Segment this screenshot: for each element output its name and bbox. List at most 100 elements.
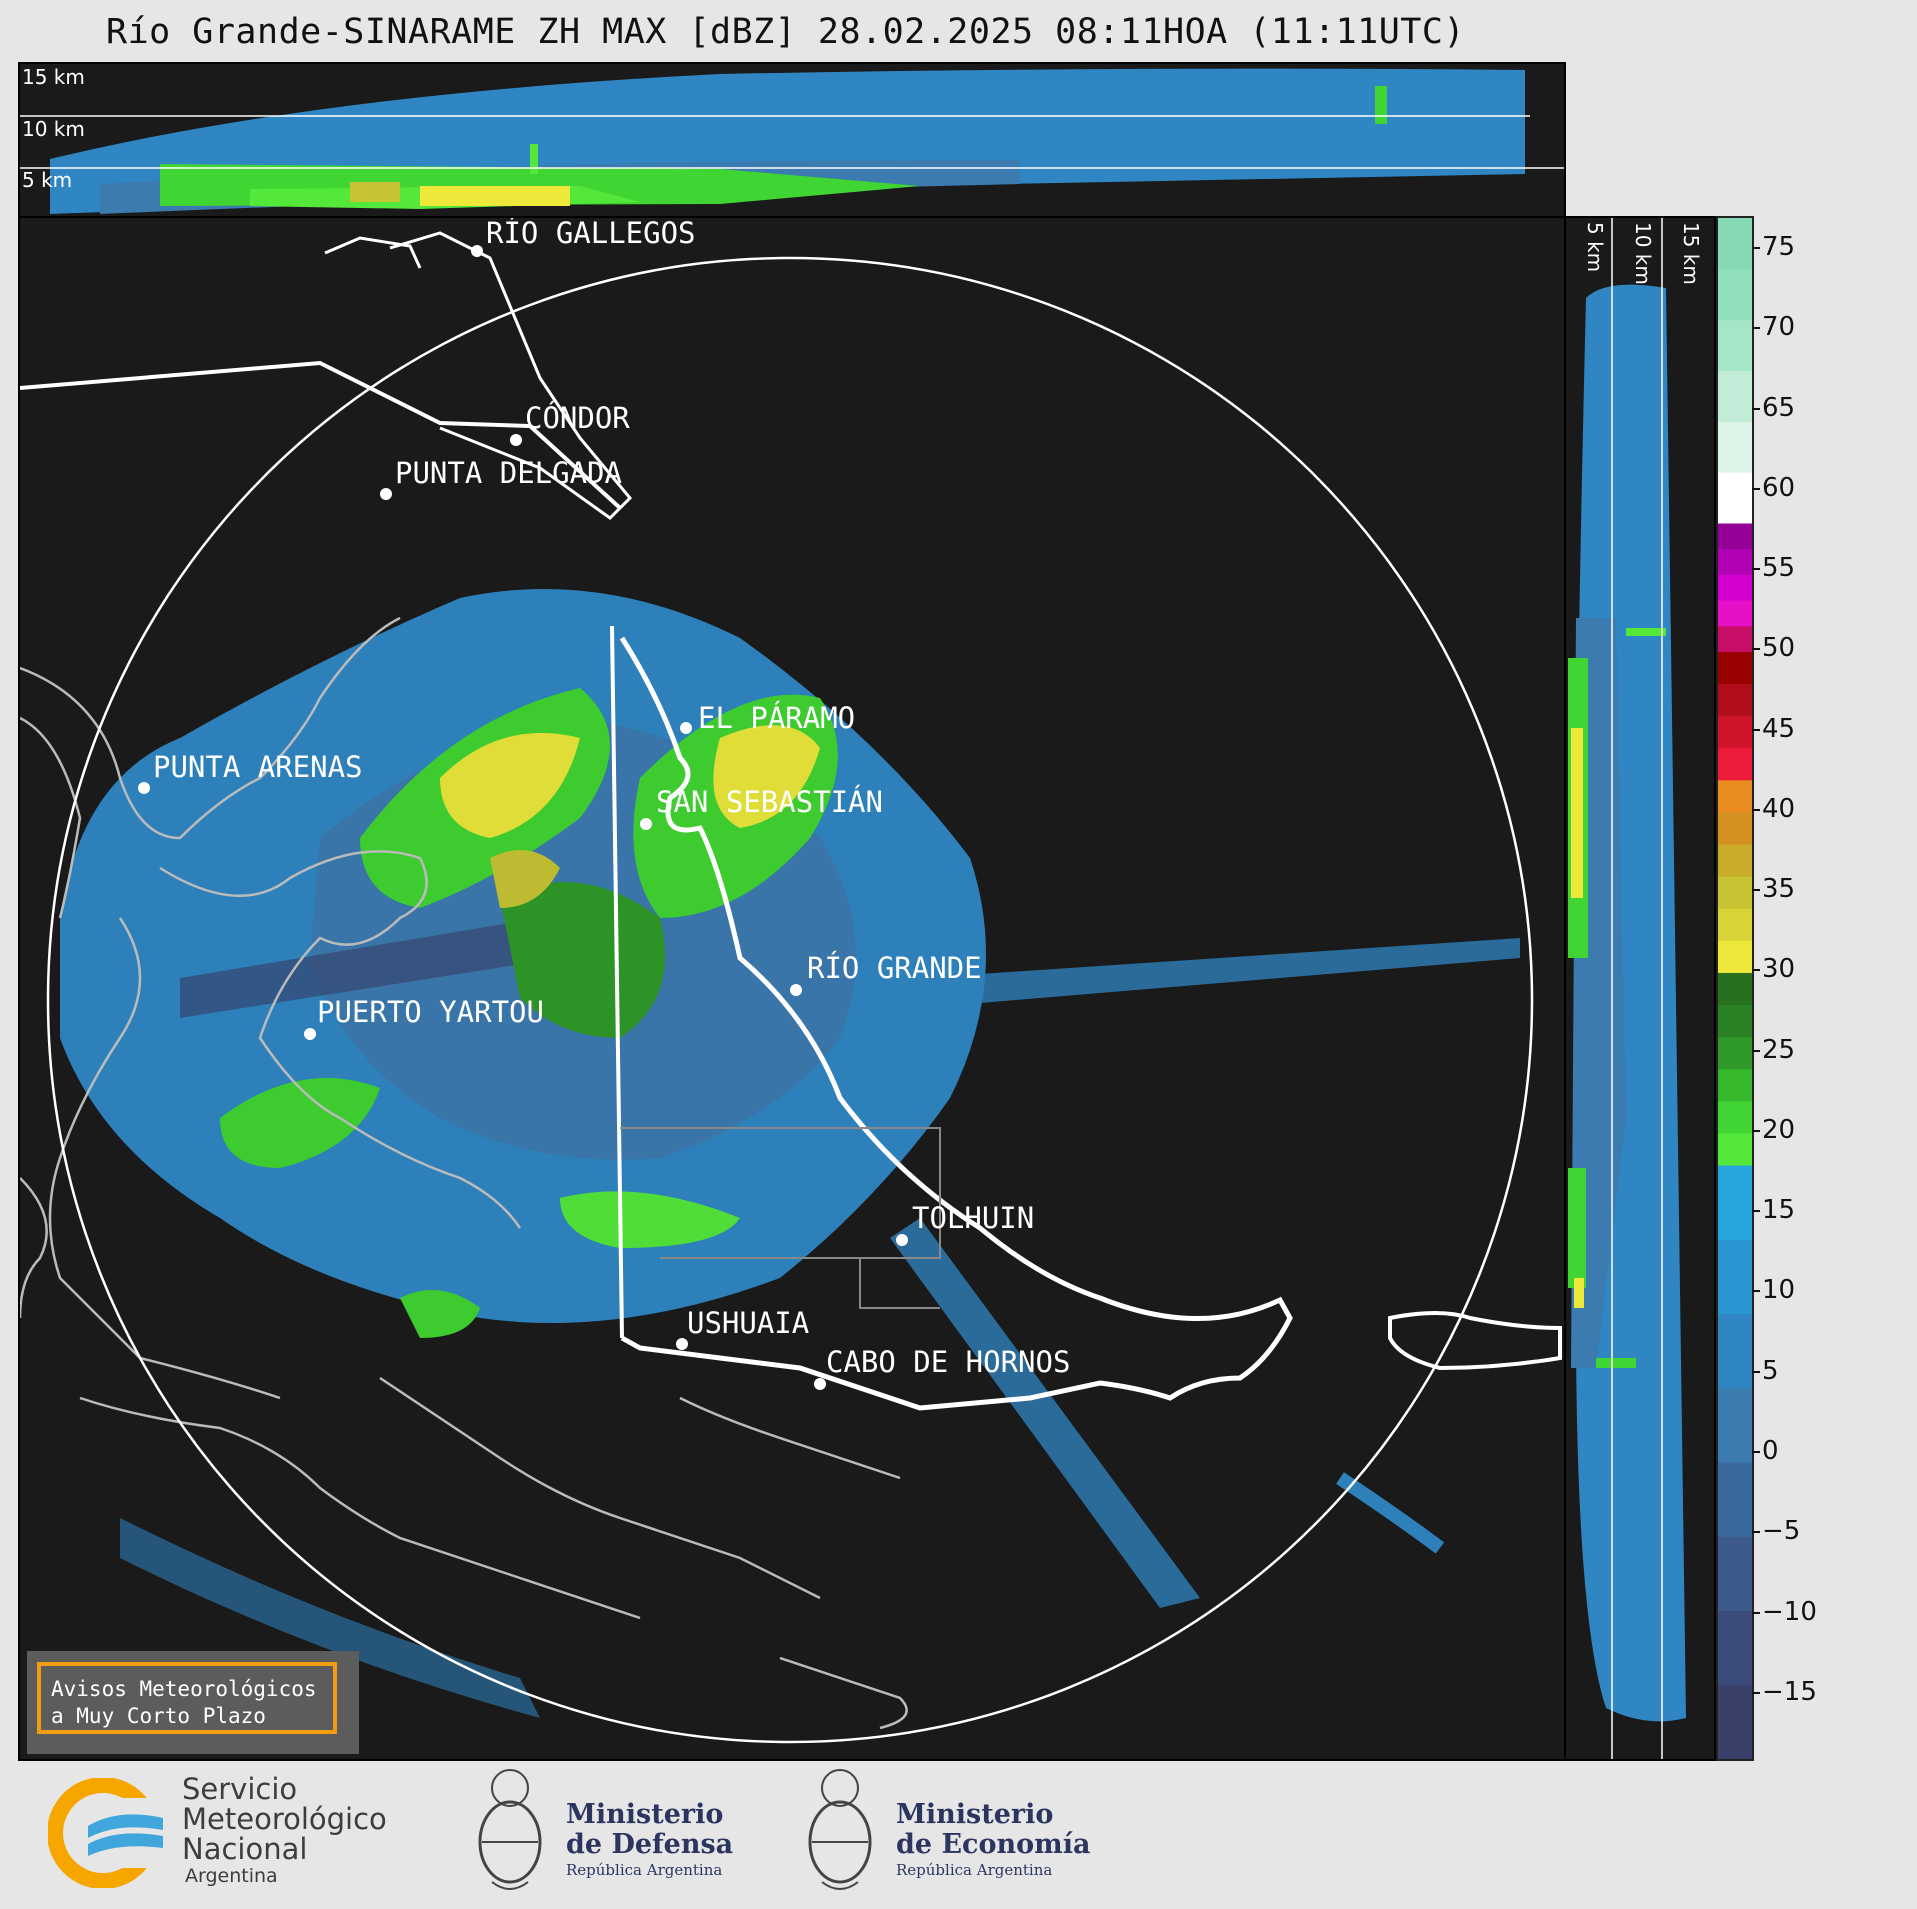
reflectivity-echoes xyxy=(60,589,1520,1718)
city-label: SAN SEBASTIÁN xyxy=(656,785,883,819)
colorbar-segment xyxy=(1718,1036,1752,1070)
colorbar-segment xyxy=(1718,876,1752,909)
city-puerto-yartou: PUERTO YARTOU xyxy=(304,995,544,1040)
colorbar xyxy=(1716,216,1754,1761)
city-tolhuin: TOLHUIN xyxy=(896,1201,1034,1246)
colorbar-tick-label: 30 xyxy=(1751,954,1796,985)
level-label-10km: 10 km xyxy=(1631,222,1655,285)
city-markers: RÍO GALLEGOS CÓNDOR PUNTA DELGADA PUNTA … xyxy=(138,218,1070,1390)
colorbar-tick-label: 50 xyxy=(1751,633,1796,664)
colorbar-segment xyxy=(1718,268,1752,321)
colorbar-segment xyxy=(1718,600,1752,627)
side-profile-echoes xyxy=(1568,284,1686,1722)
legend-line-2: a Muy Corto Plazo xyxy=(51,1704,266,1728)
colorbar-tick-label: 60 xyxy=(1751,472,1796,503)
colorbar-segment xyxy=(1718,1610,1752,1686)
colorbar-tick-label: 25 xyxy=(1751,1034,1796,1065)
colorbar-segment xyxy=(1718,683,1752,717)
colorbar-tick-label: 10 xyxy=(1751,1275,1796,1306)
colorbar-tick-label: 75 xyxy=(1751,232,1796,263)
level-label-15km: 15 km xyxy=(1679,222,1703,285)
colorbar-segment xyxy=(1718,1536,1752,1612)
colorbar-segment xyxy=(1718,972,1752,1006)
city-label: EL PÁRAMO xyxy=(698,701,855,735)
colorbar-segment xyxy=(1718,1165,1752,1240)
city-label: RÍO GRANDE xyxy=(807,951,982,985)
colorbar-segment xyxy=(1718,1462,1752,1537)
colorbar-segment xyxy=(1718,1239,1752,1315)
city-cabo-de-hornos: CABO DE HORNOS xyxy=(814,1345,1070,1390)
colorbar-tick-label: −10 xyxy=(1752,1596,1817,1627)
top-height-profile: 15 km 10 km 5 km xyxy=(18,62,1566,218)
national-coat-of-arms-icon xyxy=(478,1769,542,1890)
colorbar-segment xyxy=(1718,908,1752,941)
city-label: PUERTO YARTOU xyxy=(317,995,544,1029)
chart-title: Río Grande-SINARAME ZH MAX [dBZ] 28.02.2… xyxy=(106,12,1466,52)
smn-emblem-icon xyxy=(48,1778,168,1888)
city-label: PUNTA DELGADA xyxy=(395,456,622,490)
city-ushuaia: USHUAIA xyxy=(676,1306,809,1350)
colorbar-segment xyxy=(1718,811,1752,845)
city-rio-grande: RÍO GRANDE xyxy=(790,951,982,996)
colorbar-tick-label: −15 xyxy=(1752,1676,1817,1707)
map-outlines xyxy=(20,231,1562,1730)
colorbar-tick-label: 15 xyxy=(1751,1195,1796,1226)
colorbar-tick-label: 40 xyxy=(1751,793,1796,824)
city-label: RÍO GALLEGOS xyxy=(486,218,696,250)
colorbar-segment xyxy=(1718,1100,1752,1134)
city-rio-gallegos: RÍO GALLEGOS xyxy=(471,218,696,257)
colorbar-segment xyxy=(1718,625,1752,652)
city-san-sebastian: SAN SEBASTIÁN xyxy=(640,785,883,830)
side-height-profile: 5 km 10 km 15 km xyxy=(1564,216,1716,1761)
city-punta-arenas: PUNTA ARENAS xyxy=(138,750,363,794)
colorbar-segment xyxy=(1718,1387,1752,1463)
colorbar-segment xyxy=(1718,1684,1752,1759)
legend-frame: Avisos Meteorológicos a Muy Corto Plazo xyxy=(37,1662,337,1734)
colorbar-segment xyxy=(1718,651,1752,685)
level-label-5km: 5 km xyxy=(22,168,72,192)
city-label: CABO DE HORNOS xyxy=(826,1345,1070,1379)
colorbar-tick-label: 5 xyxy=(1752,1355,1779,1386)
colorbar-segment xyxy=(1718,844,1752,877)
colorbar-segment xyxy=(1718,940,1752,973)
colorbar-segment xyxy=(1718,421,1752,473)
level-label-15km: 15 km xyxy=(22,65,85,89)
economia-name: Ministerio de Economía República Argenti… xyxy=(896,1799,1091,1880)
level-label-5km: 5 km xyxy=(1583,222,1607,272)
colorbar-tick-label: 65 xyxy=(1751,392,1796,423)
city-label: PUNTA ARENAS xyxy=(153,750,363,784)
colorbar-segment xyxy=(1718,1068,1752,1102)
national-coat-of-arms-icon xyxy=(808,1769,872,1890)
legend-box: Avisos Meteorológicos a Muy Corto Plazo xyxy=(27,1651,359,1754)
city-label: USHUAIA xyxy=(687,1306,809,1340)
colorbar-segment xyxy=(1718,779,1752,813)
colorbar-segment xyxy=(1718,370,1752,422)
colorbar-segment xyxy=(1718,574,1752,601)
city-condor: CÓNDOR xyxy=(510,401,630,446)
colorbar-segment xyxy=(1718,218,1752,270)
colorbar-segment xyxy=(1718,1132,1752,1166)
colorbar-segment xyxy=(1718,522,1752,550)
city-label: CÓNDOR xyxy=(525,401,630,435)
colorbar-tick-label: 55 xyxy=(1751,553,1796,584)
colorbar-segment xyxy=(1718,715,1752,749)
colorbar-segment xyxy=(1718,548,1752,575)
smn-name: Servicio Meteorológico Nacional Argentin… xyxy=(182,1772,387,1887)
colorbar-segment xyxy=(1718,319,1752,371)
colorbar-segment xyxy=(1718,1313,1752,1389)
city-punta-delgada: PUNTA DELGADA xyxy=(380,456,622,500)
colorbar-segment xyxy=(1718,747,1752,781)
colorbar-tick-label: 70 xyxy=(1751,312,1796,343)
colorbar-tick-label: 20 xyxy=(1751,1114,1796,1145)
defensa-name: Ministerio de Defensa República Argentin… xyxy=(566,1799,734,1880)
colorbar-tick-label: −5 xyxy=(1751,1516,1801,1547)
legend-line-1: Avisos Meteorológicos xyxy=(51,1677,317,1701)
colorbar-segment xyxy=(1718,472,1752,524)
city-el-paramo: EL PÁRAMO xyxy=(680,701,855,735)
city-label: TOLHUIN xyxy=(912,1201,1034,1235)
colorbar-tick-label: 45 xyxy=(1751,713,1796,744)
radar-range-ring xyxy=(46,256,1534,1744)
colorbar-tick-label: 0 xyxy=(1752,1436,1779,1466)
level-label-10km: 10 km xyxy=(22,117,85,141)
top-profile-echoes xyxy=(50,68,1525,215)
